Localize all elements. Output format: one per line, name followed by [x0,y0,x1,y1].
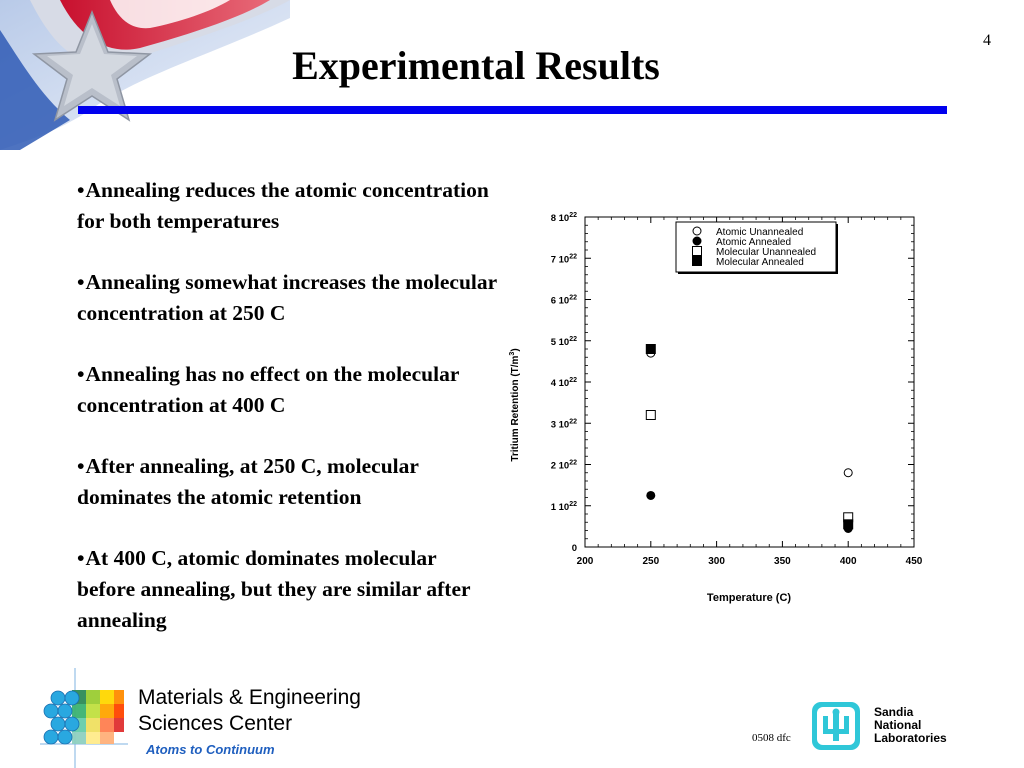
y-tick-label: 8 1022 [551,212,577,224]
y-tick-mantissa: 1 10 [551,502,570,513]
legend-marker [692,236,702,246]
data-point [843,468,853,478]
y-tick-exponent: 22 [569,212,577,219]
bullet-text: Annealing somewhat increases the molecul… [77,270,497,325]
y-tick-mantissa: 2 10 [551,461,570,472]
document-code: 0508 dfc [752,732,791,744]
bullet-item: •At 400 C, atomic dominates molecular be… [77,543,497,636]
sandia-name-line1: Sandia [874,705,914,719]
y-tick-mantissa: 8 10 [551,213,570,224]
legend-label: Molecular Unannealed [716,247,816,258]
x-tick-label: 400 [840,556,857,567]
y-tick-exponent: 22 [569,295,577,302]
svg-text:Tritium Retention (T/m3): Tritium Retention (T/m3) [509,348,521,461]
y-tick-label: 0 [572,543,577,554]
y-tick-exponent: 22 [569,418,577,425]
bullet-list: •Annealing reduces the atomic concentrat… [77,175,497,666]
bullet-marker: • [77,546,85,570]
data-point [645,410,656,420]
bullet-marker: • [77,454,85,478]
org-name-line2: Sciences Center [138,712,293,735]
y-tick-label: 6 1022 [551,295,577,307]
legend-marker [692,246,702,256]
org-tagline: Atoms to Continuum [146,742,275,757]
y-tick-exponent: 22 [569,501,577,508]
bullet-marker: • [77,362,85,386]
y-tick-exponent: 22 [569,377,577,384]
y-tick-exponent: 22 [569,460,577,467]
title-underline [78,106,947,114]
bullet-text: At 400 C, atomic dominates molecular bef… [77,546,471,632]
bullet-item: •Annealing has no effect on the molecula… [77,359,497,421]
y-tick-mantissa: 3 10 [551,419,570,430]
x-axis-label: Temperature (C) [707,592,791,604]
data-point [645,344,656,354]
bullet-text: After annealing, at 250 C, molecular dom… [77,454,419,509]
data-point [843,519,854,530]
x-tick-label: 350 [774,556,791,567]
bullet-item: •Annealing somewhat increases the molecu… [77,267,497,329]
x-tick-label: 300 [708,556,725,567]
org-name-line1: Materials & Engineering [138,686,361,709]
page-number: 4 [983,32,991,49]
legend-marker [692,256,702,266]
y-tick-label: 2 1022 [551,460,577,472]
y-tick-mantissa: 0 [572,543,577,554]
y-tick-exponent: 22 [569,336,577,343]
sandia-thunderbird-logo [812,702,860,750]
data-point [646,490,656,500]
y-tick-mantissa: 7 10 [551,254,570,265]
legend-label: Atomic Annealed [716,237,791,248]
x-tick-label: 250 [642,556,659,567]
sandia-name-line2: National [874,718,922,732]
mesc-logo [40,668,128,768]
bullet-item: •After annealing, at 250 C, molecular do… [77,451,497,513]
bullet-text: Annealing has no effect on the molecular… [77,362,459,417]
legend-label: Atomic Unannealed [716,227,803,238]
y-tick-exponent: 22 [569,253,577,260]
legend-box [675,221,837,273]
y-tick-label: 5 1022 [551,336,577,348]
y-tick-mantissa: 4 10 [551,378,570,389]
legend-marker [692,226,702,236]
bullet-text: Annealing reduces the atomic concentrati… [77,178,489,233]
x-tick-label: 200 [577,556,594,567]
y-tick-label: 4 1022 [551,377,577,389]
y-tick-mantissa: 5 10 [551,337,570,348]
y-axis-label: Tritium Retention (T/m3) [509,348,521,461]
slide-title: Experimental Results [292,43,660,88]
retention-scatter-chart: Tritium Retention (T/m3) 200 250 300 350 400… [509,212,923,604]
bullet-item: •Annealing reduces the atomic concentrat… [77,175,497,237]
y-tick-mantissa: 6 10 [551,296,570,307]
legend-label: Molecular Annealed [716,257,804,268]
y-tick-label: 7 1022 [551,253,577,265]
bullet-marker: • [77,270,85,294]
flag-star-logo [0,0,290,150]
y-tick-label: 1 1022 [551,501,577,513]
sandia-name-line3: Laboratories [874,731,947,745]
y-tick-label: 3 1022 [551,418,577,430]
bullet-marker: • [77,178,85,202]
x-tick-label: 450 [906,556,923,567]
